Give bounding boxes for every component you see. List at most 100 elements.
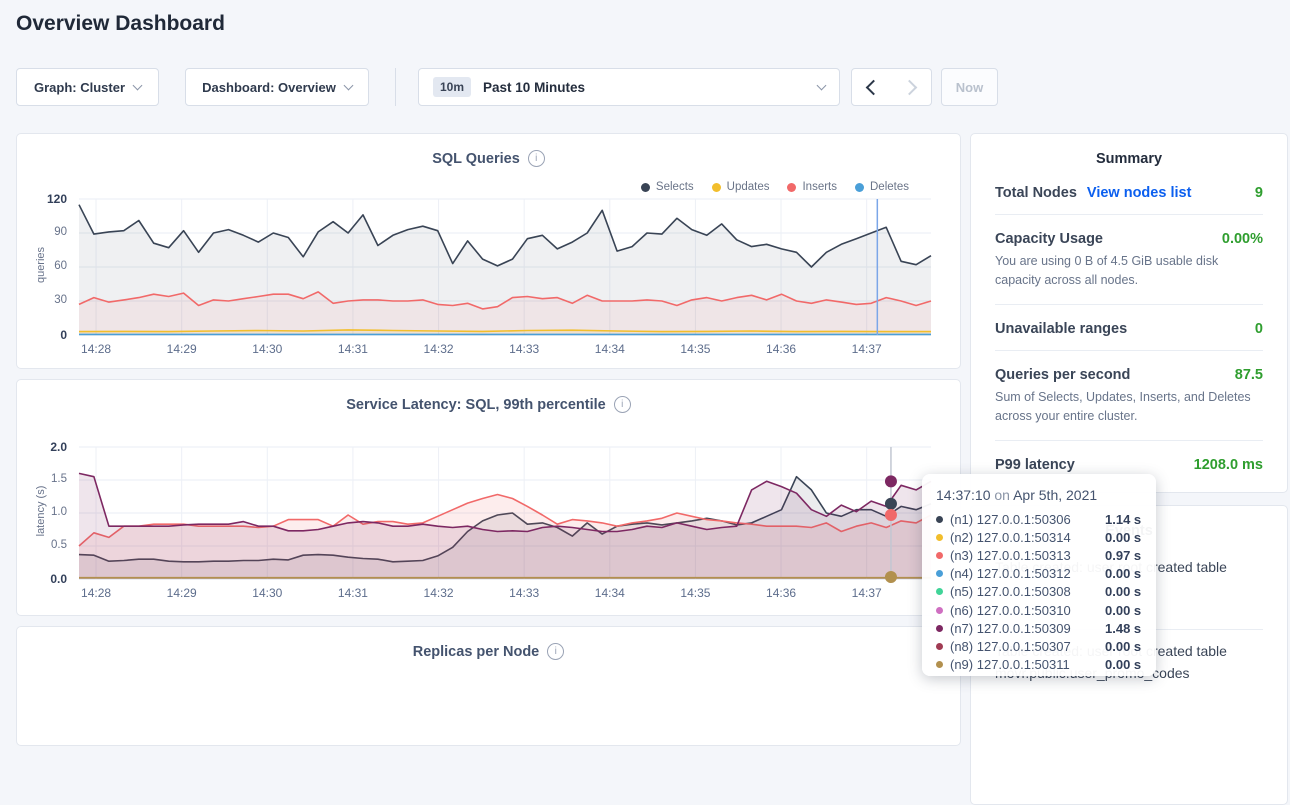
legend-label: Updates — [727, 181, 770, 193]
tooltip-value: 0.00 s — [1105, 530, 1141, 545]
y-tick-label: 2.0 — [19, 440, 67, 454]
tooltip-value: 0.00 s — [1105, 603, 1141, 618]
tooltip-node: (n6) 127.0.0.1:50310 — [950, 603, 1098, 618]
unavailable-ranges-value: 0 — [1255, 321, 1263, 337]
replicas-per-node-title: Replicas per Node — [413, 644, 540, 660]
legend-item-updates[interactable]: Updates — [712, 181, 770, 193]
info-icon[interactable] — [614, 396, 631, 413]
series-dot-icon — [936, 625, 943, 632]
view-nodes-list-link[interactable]: View nodes list — [1087, 185, 1192, 201]
x-tick-label: 14:33 — [500, 586, 548, 600]
legend-dot-icon — [787, 183, 796, 192]
sql-queries-chart[interactable] — [79, 199, 931, 335]
tooltip-time: 14:37:10 — [936, 487, 991, 503]
legend-dot-icon — [641, 183, 650, 192]
chevron-right-icon — [901, 79, 917, 95]
graph-dropdown[interactable]: Graph: Cluster — [16, 68, 159, 106]
x-tick-label: 14:29 — [158, 586, 206, 600]
info-icon[interactable] — [528, 150, 545, 167]
total-nodes-label: Total Nodes — [995, 185, 1077, 201]
series-dot-icon — [936, 516, 943, 523]
series-dot-icon — [936, 534, 943, 541]
p99-latency-label: P99 latency — [995, 457, 1075, 473]
tooltip-node: (n4) 127.0.0.1:50312 — [950, 566, 1098, 581]
y-tick-label: 1.5 — [19, 473, 67, 485]
info-icon[interactable] — [547, 643, 564, 660]
total-nodes-value: 9 — [1255, 185, 1263, 201]
series-dot-icon — [936, 607, 943, 614]
tooltip-row: (n3) 127.0.0.1:503130.97 s — [936, 546, 1142, 564]
y-axis-ticks: 1209060300 — [17, 134, 73, 368]
queries-per-second-description: Sum of Selects, Updates, Inserts, and De… — [995, 383, 1263, 427]
sql-chart-legend: Selects Updates Inserts Deletes — [641, 181, 909, 193]
service-latency-chart[interactable] — [79, 447, 931, 579]
capacity-usage-description: You are using 0 B of 4.5 GiB usable disk… — [995, 247, 1263, 291]
y-tick-label: 30 — [19, 294, 67, 306]
chevron-left-icon — [866, 79, 882, 95]
time-range-badge: 10m — [433, 77, 471, 97]
legend-label: Inserts — [802, 181, 837, 193]
legend-item-inserts[interactable]: Inserts — [787, 181, 837, 193]
x-tick-label: 14:34 — [586, 342, 634, 356]
legend-item-deletes[interactable]: Deletes — [855, 181, 909, 193]
y-tick-label: 0.5 — [19, 539, 67, 551]
service-latency-panel: Service Latency: SQL, 99th percentile la… — [16, 379, 961, 616]
x-tick-label: 14:32 — [415, 586, 463, 600]
tooltip-row: (n6) 127.0.0.1:50310 0.00 s — [936, 601, 1142, 619]
y-tick-label: 90 — [19, 226, 67, 238]
tooltip-value: 0.00 s — [1105, 566, 1141, 581]
y-tick-label: 1.0 — [19, 506, 67, 518]
chevron-down-icon — [343, 80, 353, 90]
tooltip-node: (n7) 127.0.0.1:50309 — [950, 621, 1098, 636]
tooltip-date: Apr 5th, 2021 — [1013, 487, 1097, 503]
tooltip-node: (n1) 127.0.0.1:50306 — [950, 512, 1098, 527]
tooltip-row: (n4) 127.0.0.1:50312 0.00 s — [936, 565, 1142, 583]
legend-label: Deletes — [870, 181, 909, 193]
replicas-per-node-panel: Replicas per Node — [16, 626, 961, 746]
service-latency-title: Service Latency: SQL, 99th percentile — [346, 397, 606, 413]
time-next-button[interactable] — [891, 68, 932, 106]
x-tick-label: 14:36 — [757, 586, 805, 600]
now-button[interactable]: Now — [941, 68, 998, 106]
tooltip-value: 0.00 s — [1105, 639, 1141, 654]
x-tick-label: 14:33 — [500, 342, 548, 356]
sql-queries-title: SQL Queries — [432, 151, 520, 167]
chevron-down-icon — [817, 80, 827, 90]
p99-latency-value: 1208.0 ms — [1194, 457, 1263, 473]
series-dot-icon — [936, 588, 943, 595]
series-dot-icon — [936, 552, 943, 559]
x-tick-label: 14:36 — [757, 342, 805, 356]
tooltip-value: 0.00 s — [1105, 584, 1141, 599]
x-tick-label: 14:28 — [72, 342, 120, 356]
tooltip-row: (n8) 127.0.0.1:503070.00 s — [936, 637, 1142, 655]
x-tick-label: 14:30 — [243, 342, 291, 356]
y-tick-label: 120 — [19, 192, 67, 206]
legend-dot-icon — [712, 183, 721, 192]
time-range-picker[interactable]: 10m Past 10 Minutes — [418, 68, 840, 106]
tooltip-on: on — [994, 487, 1010, 503]
chart-tooltip: 14:37:10 on Apr 5th, 2021 (n1) 127.0.0.1… — [922, 474, 1156, 676]
x-tick-label: 14:31 — [329, 342, 377, 356]
capacity-usage-value: 0.00% — [1222, 231, 1263, 247]
tooltip-value: 1.14 s — [1105, 512, 1141, 527]
y-tick-label: 0 — [19, 328, 67, 342]
tooltip-value: 1.48 s — [1105, 621, 1141, 636]
summary-title: Summary — [995, 134, 1263, 169]
tooltip-row: (n1) 127.0.0.1:50306 1.14 s — [936, 510, 1142, 528]
x-tick-label: 14:37 — [843, 342, 891, 356]
tooltip-node: (n3) 127.0.0.1:50313 — [950, 548, 1098, 563]
dashboard-dropdown-label: Dashboard: Overview — [202, 80, 336, 95]
legend-item-selects[interactable]: Selects — [641, 181, 694, 193]
tooltip-row: (n7) 127.0.0.1:50309 1.48 s — [936, 619, 1142, 637]
x-tick-label: 14:35 — [671, 342, 719, 356]
x-tick-label: 14:37 — [843, 586, 891, 600]
time-prev-button[interactable] — [851, 68, 892, 106]
dashboard-dropdown[interactable]: Dashboard: Overview — [185, 68, 369, 106]
tooltip-node: (n9) 127.0.0.1:50311 — [950, 657, 1098, 672]
x-tick-label: 14:34 — [586, 586, 634, 600]
x-tick-label: 14:30 — [243, 586, 291, 600]
y-tick-label: 0.0 — [19, 572, 67, 586]
tooltip-value: 0.00 s — [1105, 657, 1141, 672]
x-tick-label: 14:28 — [72, 586, 120, 600]
page-title: Overview Dashboard — [16, 12, 225, 36]
